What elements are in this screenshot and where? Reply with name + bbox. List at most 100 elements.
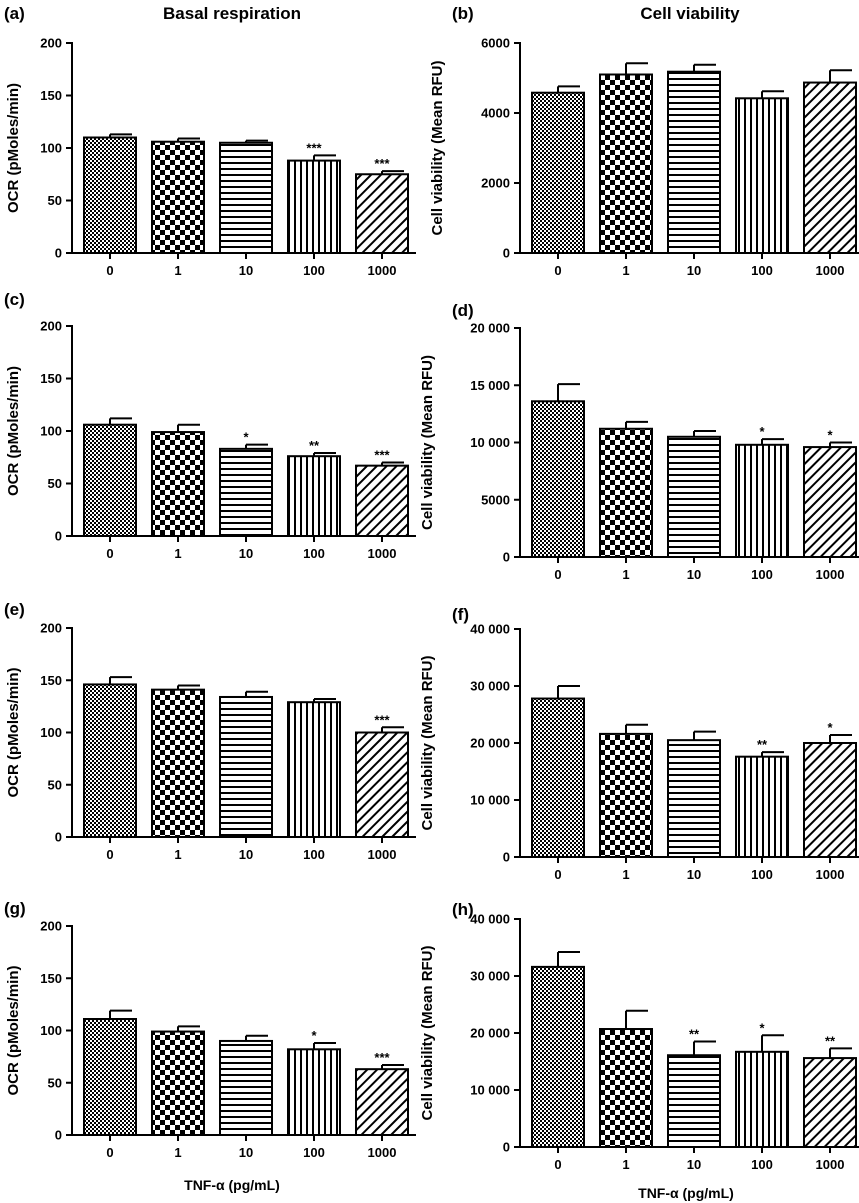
panel-label: (c) — [4, 290, 25, 309]
y-tick-label: 50 — [48, 476, 62, 491]
x-tick-label: 0 — [106, 546, 113, 561]
x-tick-label: 1000 — [368, 263, 397, 278]
y-tick-label: 0 — [55, 1128, 62, 1143]
significance-label: *** — [374, 448, 390, 463]
y-tick-label: 4000 — [481, 106, 510, 121]
chart-panel: (b) Cell viability (Mean RFU) 0 2000 4000 600… — [429, 4, 859, 278]
y-tick-label: 50 — [48, 777, 62, 792]
significance-label: * — [759, 424, 765, 439]
bar — [735, 443, 789, 559]
x-tick-label: 1000 — [368, 546, 397, 561]
bar — [531, 400, 585, 558]
y-tick-label: 150 — [40, 673, 62, 688]
x-tick-label: 100 — [751, 263, 773, 278]
x-tick-label: 1 — [622, 1157, 629, 1172]
x-tick-label: 10 — [239, 263, 253, 278]
x-tick-label: 100 — [751, 867, 773, 882]
x-axis-title-right: TNF-α (pg/mL) — [638, 1185, 734, 1201]
x-tick-label: 100 — [751, 1157, 773, 1172]
chart-panel: (d) Cell viability (Mean RFU) 0 5000 10 000 1… — [419, 301, 859, 582]
significance-label: * — [243, 430, 249, 445]
y-tick-label: 100 — [40, 424, 62, 439]
x-tick-label: 0 — [554, 263, 561, 278]
bar — [599, 1028, 653, 1149]
x-tick-label: 0 — [554, 1157, 561, 1172]
y-tick-label: 200 — [40, 319, 62, 334]
y-tick-label: 50 — [48, 1075, 62, 1090]
y-tick-label: 150 — [40, 88, 62, 103]
y-tick-label: 0 — [55, 529, 62, 544]
bar — [735, 97, 789, 254]
x-tick-label: 10 — [239, 847, 253, 862]
chart-panel: (a) OCR (pMoles/min) 0 50 100 150 200 0 1 10 100 **… — [4, 4, 416, 278]
x-tick-label: 1 — [174, 546, 181, 561]
significance-label: ** — [825, 1033, 836, 1048]
panel-label: (a) — [4, 4, 25, 23]
x-tick-label: 1 — [174, 1145, 181, 1160]
x-tick-label: 10 — [687, 867, 701, 882]
bar — [219, 695, 273, 838]
y-tick-label: 200 — [40, 621, 62, 636]
y-tick-label: 20 000 — [470, 321, 510, 336]
y-tick-label: 30 000 — [470, 969, 510, 984]
y-tick-label: 15 000 — [470, 378, 510, 393]
y-tick-label: 150 — [40, 371, 62, 386]
bar — [219, 1039, 273, 1136]
bar — [151, 431, 205, 537]
bar — [355, 731, 409, 838]
x-tick-label: 10 — [239, 546, 253, 561]
y-tick-label: 30 000 — [470, 679, 510, 694]
significance-label: *** — [374, 156, 390, 171]
column-title-cell-viability: Cell viability — [640, 4, 740, 23]
significance-label: * — [827, 720, 833, 735]
bar — [287, 159, 341, 255]
bar — [219, 141, 273, 254]
y-tick-label: 100 — [40, 141, 62, 156]
bar — [667, 1054, 721, 1148]
x-tick-label: 10 — [687, 567, 701, 582]
panel-label: (h) — [452, 900, 474, 919]
x-tick-label: 1 — [622, 567, 629, 582]
x-tick-label: 100 — [303, 546, 325, 561]
bar — [599, 427, 653, 559]
y-tick-label: 200 — [40, 36, 62, 51]
bar — [355, 1068, 409, 1137]
x-tick-label: 0 — [554, 867, 561, 882]
bar — [83, 136, 137, 254]
bar — [355, 464, 409, 537]
bar — [735, 755, 789, 858]
bar — [531, 697, 585, 858]
y-axis-label: Cell viability (Mean RFU) — [419, 655, 436, 830]
x-tick-label: 1 — [174, 847, 181, 862]
y-tick-label: 100 — [40, 1023, 62, 1038]
chart-panel: (f) Cell viability (Mean RFU) 0 10 000 20 00… — [419, 605, 859, 882]
x-axis-title-left: TNF-α (pg/mL) — [184, 1177, 280, 1193]
panel-label: (f) — [452, 605, 469, 624]
bar — [803, 742, 857, 858]
y-axis-label: Cell viability (Mean RFU) — [419, 945, 436, 1120]
x-tick-label: 100 — [303, 1145, 325, 1160]
x-tick-label: 1000 — [816, 263, 845, 278]
bar — [151, 688, 205, 839]
y-axis-label: OCR (pMoles/min) — [5, 965, 22, 1095]
x-tick-label: 0 — [106, 263, 113, 278]
bar — [803, 1057, 857, 1148]
panel-label: (e) — [4, 600, 25, 619]
bar — [667, 435, 721, 558]
chart-panel: (e) OCR (pMoles/min) 0 50 100 150 200 0 1 10 100 10… — [4, 600, 416, 862]
bar — [667, 739, 721, 859]
significance-label: ** — [309, 438, 320, 453]
bar — [151, 1030, 205, 1137]
y-tick-label: 40 000 — [470, 622, 510, 637]
bar — [355, 173, 409, 254]
significance-label: *** — [374, 712, 390, 727]
bar — [667, 70, 721, 254]
chart-panel: (g) OCR (pMoles/min) 0 50 100 150 200 0 1 10 100 * 1… — [4, 899, 416, 1160]
y-axis-label: Cell viability (Mean RFU) — [419, 355, 436, 530]
panel-label: (d) — [452, 301, 474, 320]
x-tick-label: 1 — [174, 263, 181, 278]
panel-label: (g) — [4, 899, 26, 918]
bar — [531, 91, 585, 254]
